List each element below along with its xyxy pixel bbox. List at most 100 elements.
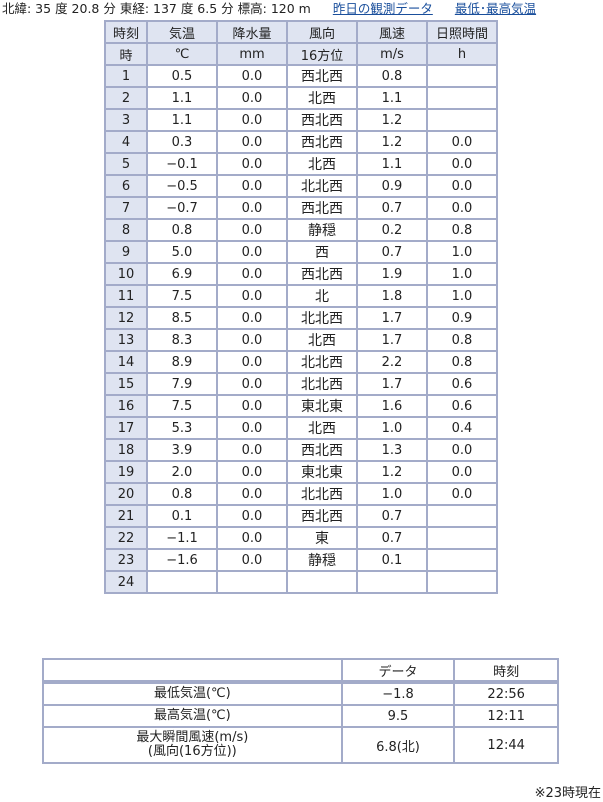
wind-direction-cell: 北 [286, 284, 358, 308]
sunshine-cell: 0.0 [426, 196, 498, 220]
wind-speed-cell: 1.1 [356, 86, 428, 110]
wind-speed-cell: 1.6 [356, 394, 428, 418]
precipitation-cell: 0.0 [216, 152, 288, 176]
hour-cell: 4 [104, 130, 148, 154]
hour-cell: 20 [104, 482, 148, 506]
temperature-cell: ℃ [146, 42, 218, 66]
wind-direction-cell: 16方位 [286, 42, 358, 66]
wind-direction-cell: 風向 [286, 20, 358, 44]
temperature-cell: 8.3 [146, 328, 218, 352]
temperature-cell: 0.8 [146, 218, 218, 242]
sunshine-cell: 0.0 [426, 460, 498, 484]
wind-speed-cell: 0.7 [356, 240, 428, 264]
sunshine-cell [426, 64, 498, 88]
precipitation-cell: 0.0 [216, 130, 288, 154]
sunshine-cell: 0.4 [426, 416, 498, 440]
header-row: 時刻 気温 降水量 風向 風速 日照時間 [104, 20, 498, 44]
temperature-cell: 8.9 [146, 350, 218, 374]
precipitation-cell: 0.0 [216, 548, 288, 572]
summary-header-row: データ 時刻 [42, 658, 559, 684]
wind-direction-cell: 北北西 [286, 350, 358, 374]
summary-value-cell: 6.8(北) [340, 726, 456, 764]
precipitation-cell: 0.0 [216, 328, 288, 352]
wind-speed-cell: 1.3 [356, 438, 428, 462]
hour-cell: 17 [104, 416, 148, 440]
hour-cell: 7 [104, 196, 148, 220]
daily-summary-table: データ 時刻 最低気温(℃) −1.8 22:56 最高気温(℃) 9.5 12:11 最大瞬間… [42, 658, 559, 764]
sunshine-cell: 0.0 [426, 438, 498, 462]
hour-cell: 14 [104, 350, 148, 374]
sunshine-cell: 0.6 [426, 394, 498, 418]
yesterday-data-link[interactable]: 昨日の観測データ [332, 1, 433, 16]
precipitation-cell: 0.0 [216, 416, 288, 440]
hour-cell: 時 [104, 42, 148, 66]
hour-cell: 18 [104, 438, 148, 462]
wind-speed-cell: 1.8 [356, 284, 428, 308]
summary-label: 最大瞬間風速(m/s) [136, 730, 249, 745]
hour-cell: 16 [104, 394, 148, 418]
wind-speed-cell: 2.2 [356, 350, 428, 374]
wind-speed-cell: 0.7 [356, 526, 428, 550]
temperature-cell: −0.5 [146, 174, 218, 198]
temperature-cell: 2.0 [146, 460, 218, 484]
hour-cell: 22 [104, 526, 148, 550]
table-row: 11 7.5 0.0 北 1.8 1.0 [104, 284, 498, 308]
summary-row: 最大瞬間風速(m/s) (風向(16方位)) 6.8(北) 12:44 [42, 726, 559, 764]
sunshine-cell [426, 570, 498, 594]
summary-label: 最高気温(℃) [153, 708, 231, 723]
temperature-cell: −1.6 [146, 548, 218, 572]
temperature-cell: 6.9 [146, 262, 218, 286]
hour-cell: 19 [104, 460, 148, 484]
wind-speed-cell: 1.2 [356, 460, 428, 484]
precipitation-cell: 0.0 [216, 504, 288, 528]
wind-direction-cell: 西 [286, 240, 358, 264]
units-row: 時 ℃ mm 16方位 m/s h [104, 42, 498, 66]
precipitation-cell: 0.0 [216, 64, 288, 88]
sunshine-cell: 1.0 [426, 262, 498, 286]
sunshine-cell [426, 108, 498, 132]
sunshine-cell: 0.8 [426, 218, 498, 242]
precipitation-cell: 0.0 [216, 482, 288, 506]
wind-direction-cell: 北北西 [286, 482, 358, 506]
hour-cell: 3 [104, 108, 148, 132]
table-row: 24 [104, 570, 498, 594]
hour-cell: 13 [104, 328, 148, 352]
temperature-cell: −0.1 [146, 152, 218, 176]
wind-speed-cell: 0.2 [356, 218, 428, 242]
temperature-cell: 0.8 [146, 482, 218, 506]
sunshine-cell: 0.0 [426, 174, 498, 198]
table-row: 4 0.3 0.0 西北西 1.2 0.0 [104, 130, 498, 154]
wind-direction-cell: 静穏 [286, 218, 358, 242]
summary-value-cell: −1.8 [340, 681, 456, 706]
table-row: 16 7.5 0.0 東北東 1.6 0.6 [104, 394, 498, 418]
summary-header-cell [42, 658, 343, 684]
temperature-cell: 0.3 [146, 130, 218, 154]
table-row: 23 −1.6 0.0 静穏 0.1 [104, 548, 498, 572]
table-row: 13 8.3 0.0 北西 1.7 0.8 [104, 328, 498, 352]
hour-cell: 23 [104, 548, 148, 572]
table-row: 5 −0.1 0.0 北西 1.1 0.0 [104, 152, 498, 176]
hour-cell: 11 [104, 284, 148, 308]
temperature-cell: 3.9 [146, 438, 218, 462]
table-row: 12 8.5 0.0 北北西 1.7 0.9 [104, 306, 498, 330]
temperature-cell: 5.0 [146, 240, 218, 264]
temperature-cell: −1.1 [146, 526, 218, 550]
sunshine-cell: 日照時間 [426, 20, 498, 44]
wind-direction-cell: 静穏 [286, 548, 358, 572]
sunshine-cell: 0.0 [426, 152, 498, 176]
temperature-cell: 5.3 [146, 416, 218, 440]
temperature-cell: −0.7 [146, 196, 218, 220]
precipitation-cell: 0.0 [216, 372, 288, 396]
hour-cell: 15 [104, 372, 148, 396]
wind-direction-cell [286, 570, 358, 594]
summary-row: 最高気温(℃) 9.5 12:11 [42, 704, 559, 728]
temperature-cell: 1.1 [146, 108, 218, 132]
wind-speed-cell: 0.1 [356, 548, 428, 572]
min-max-temp-link[interactable]: 最低･最高気温 [454, 1, 537, 16]
sunshine-cell [426, 526, 498, 550]
wind-speed-cell: 0.7 [356, 196, 428, 220]
sunshine-cell: 0.8 [426, 350, 498, 374]
wind-direction-cell: 北北西 [286, 306, 358, 330]
summary-label-cell: 最大瞬間風速(m/s) (風向(16方位)) [42, 726, 343, 764]
precipitation-cell: 0.0 [216, 460, 288, 484]
